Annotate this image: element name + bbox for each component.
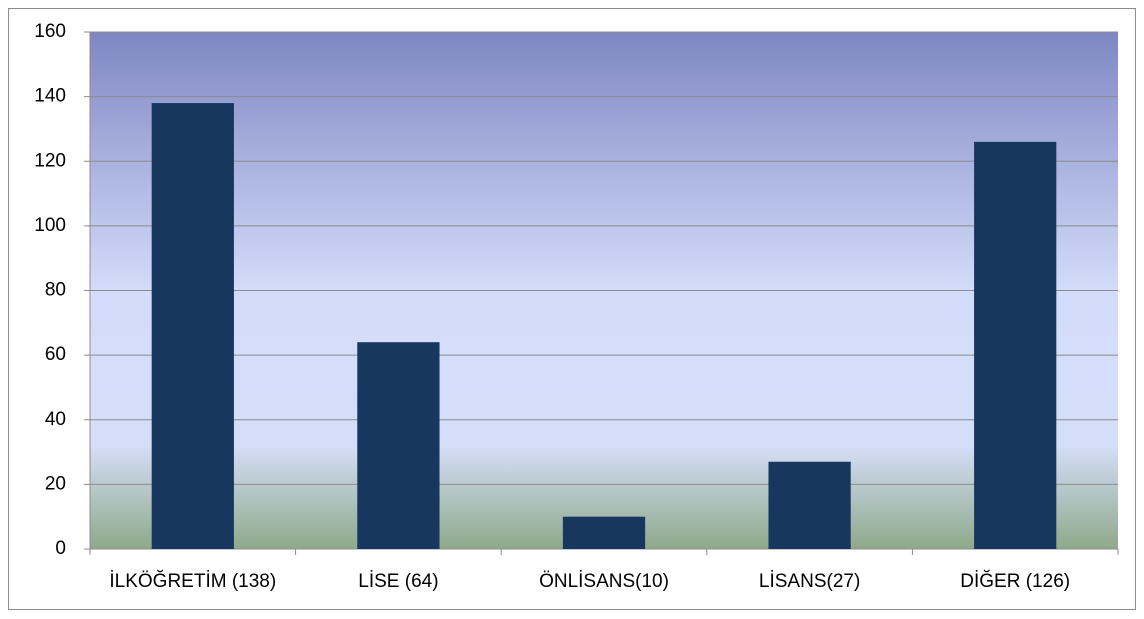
x-tick-label: İLKÖĞRETİM (138) <box>109 570 276 592</box>
y-tick-label: 160 <box>34 21 66 42</box>
y-tick-label: 120 <box>34 150 66 171</box>
y-tick-label: 60 <box>45 344 66 365</box>
y-tick-label: 140 <box>34 86 66 107</box>
x-tick-label: DİĞER (126) <box>960 570 1070 592</box>
y-tick-label: 20 <box>45 473 66 494</box>
bar <box>357 342 440 549</box>
y-tick-label: 0 <box>55 538 66 559</box>
x-tick-label: ÖNLİSANS(10) <box>539 571 669 592</box>
y-tick-label: 100 <box>34 215 66 236</box>
bar <box>974 141 1057 550</box>
x-tick-label: LİSANS(27) <box>759 571 860 592</box>
bar <box>562 516 646 549</box>
y-tick-label: 80 <box>45 280 66 301</box>
x-tick-label: LİSE (64) <box>358 571 438 592</box>
y-tick-label: 40 <box>45 409 66 430</box>
bar <box>768 461 851 549</box>
bar <box>151 103 234 550</box>
